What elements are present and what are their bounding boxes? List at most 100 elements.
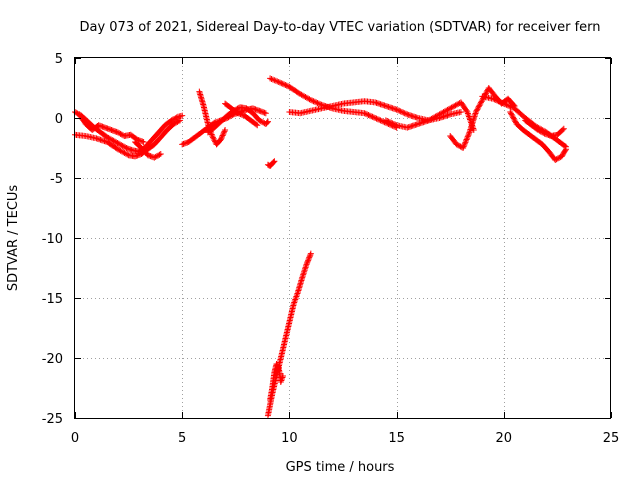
- data-point-track-p: [507, 103, 514, 110]
- data-point-track-l: [279, 80, 286, 87]
- data-point-track-o: [477, 99, 484, 106]
- data-point-track-l: [306, 96, 313, 103]
- data-point-track-l: [281, 81, 288, 88]
- data-point-track-l: [282, 82, 289, 88]
- x-tick-label: 20: [496, 431, 513, 446]
- data-point-track-r: [537, 128, 544, 135]
- data-point-track-c: [116, 130, 123, 137]
- data-point-track-b: [177, 117, 184, 124]
- data-point-track-i: [271, 158, 278, 165]
- data-point-track-l: [366, 112, 373, 119]
- chart-title: Day 073 of 2021, Sidereal Day-to-day VTE…: [79, 20, 600, 35]
- data-point-track-f: [219, 132, 226, 139]
- data-point-track-p: [500, 100, 507, 107]
- data-point-track-l: [278, 80, 285, 87]
- data-point-track-l: [307, 97, 314, 103]
- data-point-track-n: [382, 117, 389, 124]
- data-point-track-m: [393, 106, 400, 113]
- data-point-track-f: [220, 129, 227, 136]
- data-point-track-o: [460, 143, 467, 150]
- data-point-track-a: [113, 139, 120, 146]
- y-tick-label: -15: [42, 292, 63, 307]
- data-point-track-m: [401, 110, 408, 117]
- data-point-track-q: [511, 117, 518, 123]
- data-point-track-l: [267, 75, 274, 82]
- data-point-track-r: [540, 129, 547, 136]
- data-point-track-n: [463, 107, 470, 114]
- data-point-track-a: [122, 144, 129, 151]
- data-point-track-q: [552, 157, 559, 163]
- data-point-track-j: [306, 254, 313, 261]
- data-point-track-a: [179, 112, 186, 119]
- data-point-track-a: [117, 141, 124, 148]
- x-tick-label: 5: [178, 431, 186, 446]
- data-point-track-a: [115, 140, 122, 147]
- data-point-track-m: [457, 109, 464, 115]
- data-point-track-f: [221, 128, 228, 135]
- data-point-track-j: [307, 250, 314, 257]
- data-point-track-l: [372, 115, 379, 121]
- data-point-track-n: [384, 118, 391, 124]
- x-tick-label: 25: [603, 431, 620, 446]
- data-point-track-e: [262, 110, 269, 117]
- data-point-track-m: [396, 107, 403, 114]
- data-point-track-l: [314, 100, 321, 106]
- data-point-track-q: [510, 114, 517, 121]
- y-tick-label: -20: [42, 352, 63, 367]
- data-point-track-f: [209, 134, 216, 141]
- data-point-track-l: [310, 98, 317, 105]
- data-point-track-c: [140, 139, 147, 145]
- data-point-track-a: [168, 117, 175, 124]
- data-point-track-f: [220, 131, 227, 138]
- data-point-track-f: [210, 135, 217, 142]
- data-point-track-f: [211, 137, 218, 144]
- data-point-track-m: [397, 108, 404, 115]
- points-layer: [72, 75, 569, 419]
- data-point-track-m: [402, 110, 409, 117]
- data-point-track-o: [464, 135, 471, 142]
- data-point-track-o: [465, 130, 472, 137]
- data-point-track-n: [389, 120, 396, 127]
- data-point-track-j: [304, 258, 311, 265]
- data-point-track-p: [504, 102, 511, 109]
- data-point-track-o: [477, 101, 484, 107]
- data-point-track-p: [499, 100, 506, 106]
- data-point-track-p: [491, 96, 498, 103]
- data-point-track-b: [175, 118, 182, 125]
- data-point-track-p: [494, 97, 501, 104]
- data-point-track-k: [274, 363, 281, 370]
- data-point-track-l: [275, 79, 282, 85]
- data-point-track-a: [171, 115, 178, 122]
- data-point-track-l: [370, 114, 377, 121]
- data-point-track-q: [507, 110, 514, 117]
- data-point-track-n: [386, 119, 393, 126]
- y-tick-label: 0: [55, 112, 63, 127]
- data-point-track-o: [463, 136, 470, 143]
- data-point-track-a: [169, 116, 176, 123]
- data-point-track-l: [285, 83, 292, 90]
- data-point-track-p: [508, 104, 515, 111]
- data-point-track-a: [119, 142, 126, 149]
- data-point-track-o: [465, 132, 472, 139]
- data-point-track-d: [156, 151, 163, 158]
- ticks-layer: 0 5 10 15 20 25 5 0 -5 -10 -15 -20 -25: [42, 52, 620, 446]
- y-tick-label: -5: [50, 172, 63, 187]
- data-point-track-o: [462, 139, 469, 146]
- data-point-track-o: [474, 106, 481, 113]
- data-point-track-d: [153, 153, 160, 160]
- data-point-track-g: [264, 119, 271, 126]
- data-point-track-l: [315, 100, 322, 107]
- data-point-track-r: [535, 127, 542, 133]
- data-point-track-l: [377, 117, 384, 124]
- data-point-track-q: [554, 155, 561, 162]
- data-point-track-p: [496, 98, 503, 105]
- data-point-track-k: [279, 373, 286, 379]
- y-tick-label: -25: [42, 412, 63, 427]
- data-point-track-j: [304, 260, 311, 267]
- data-point-track-b: [124, 151, 131, 158]
- data-point-track-a: [118, 142, 125, 149]
- data-point-track-c: [118, 131, 125, 138]
- data-point-track-f: [222, 127, 229, 133]
